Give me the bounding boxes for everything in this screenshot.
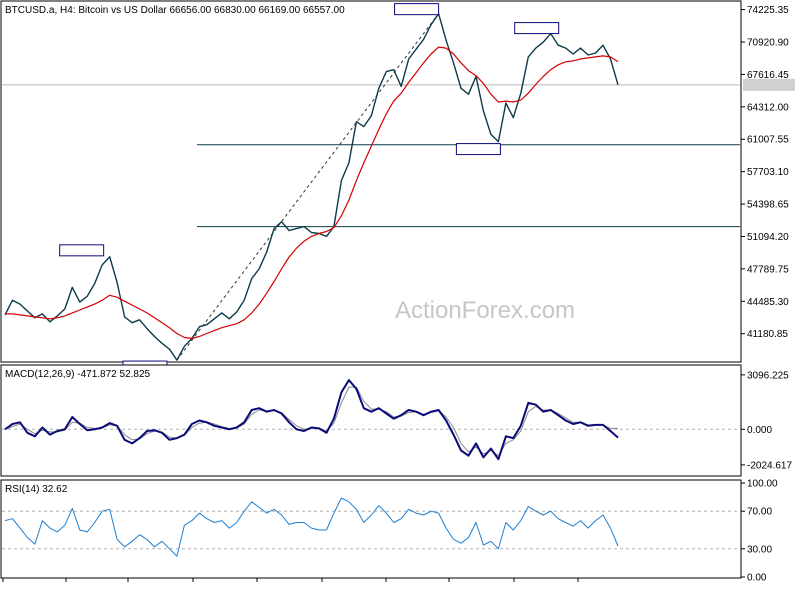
price-y-axis: 74225.35 70920.90 67616.45 64312.00 61007.55… bbox=[741, 5, 789, 340]
price-y-tick-label: 44485.30 bbox=[747, 297, 789, 308]
price-y-tick-label: 41180.85 bbox=[747, 329, 788, 340]
macd-pane: MACD(12,26,9) -471.872 52.825 3096.225 0.… bbox=[0, 364, 792, 477]
rsi-level-lines bbox=[2, 510, 740, 550]
rsi-y-tick-label: 30.00 bbox=[747, 544, 772, 555]
price-y-tick-label: 74225.35 bbox=[747, 5, 789, 16]
price-y-tick-label: 54398.65 bbox=[747, 200, 789, 211]
price-y-tick-label: 57703.10 bbox=[747, 167, 789, 178]
time-axis bbox=[2, 578, 579, 582]
last-price-marker bbox=[743, 78, 795, 91]
rsi-pane-title: RSI(14) 32.62 bbox=[5, 484, 68, 495]
rsi-y-tick-label: 0.00 bbox=[747, 573, 767, 584]
price-annotation-box bbox=[394, 3, 440, 16]
macd-pane-title: MACD(12,26,9) -471.872 52.825 bbox=[5, 369, 151, 380]
price-y-tick-label: 70920.90 bbox=[747, 38, 789, 49]
last-price-box bbox=[743, 78, 795, 91]
price-y-tick-label: 67616.45 bbox=[747, 70, 789, 81]
rsi-y-tick-label: 100.00 bbox=[747, 479, 778, 490]
price-series-line bbox=[4, 12, 619, 361]
rsi-y-axis: 100.00 70.00 30.00 0.00 bbox=[741, 479, 778, 584]
macd-y-tick-label: 0.000 bbox=[747, 425, 772, 436]
macd-pane-frame bbox=[0, 364, 742, 477]
price-pane-title: BTCUSD.a, H4: Bitcoin vs US Dollar 66656… bbox=[5, 5, 345, 16]
price-pane-frame bbox=[0, 0, 742, 363]
price-annotation-box bbox=[59, 244, 105, 257]
rsi-pane: RSI(14) 32.62 100.00 70.00 30.00 0.00 bbox=[0, 479, 778, 584]
price-y-tick-label: 61007.55 bbox=[747, 135, 789, 146]
price-annotation-box bbox=[514, 22, 560, 35]
price-y-tick-label: 51094.20 bbox=[747, 232, 789, 243]
rsi-line bbox=[4, 497, 619, 557]
rsi-pane-frame bbox=[0, 479, 742, 579]
price-annotation-box bbox=[455, 143, 501, 156]
price-pane: ActionForex.com BTCUSD.a, H4: Bitcoin vs… bbox=[0, 0, 795, 373]
macd-y-tick-label: -2024.617 bbox=[747, 460, 792, 471]
macd-y-tick-label: 3096.225 bbox=[747, 370, 789, 381]
price-series-group bbox=[4, 12, 619, 361]
rsi-y-tick-label: 70.00 bbox=[747, 507, 772, 518]
macd-series-group bbox=[4, 379, 619, 461]
moving-average-line bbox=[5, 46, 619, 339]
macd-main-line bbox=[4, 379, 619, 461]
macd-y-axis: 3096.225 0.000 -2024.617 bbox=[741, 370, 792, 471]
rsi-series-group bbox=[4, 497, 619, 557]
price-y-tick-label: 47789.75 bbox=[747, 264, 789, 275]
watermark: ActionForex.com bbox=[395, 297, 575, 324]
price-y-tick-label: 64312.00 bbox=[747, 102, 789, 113]
